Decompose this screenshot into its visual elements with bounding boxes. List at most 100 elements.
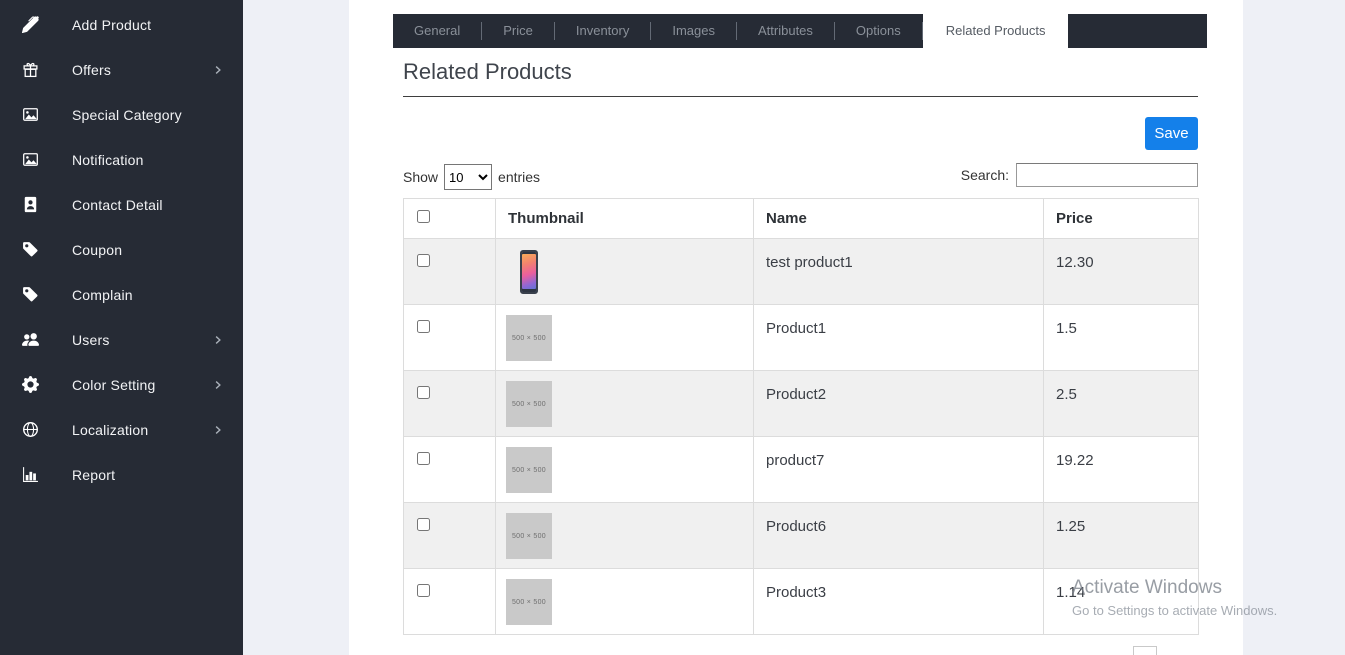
row-checkbox[interactable] <box>417 452 430 465</box>
chevron-right-icon <box>213 334 223 345</box>
sidebar-item-label: Offers <box>72 61 112 78</box>
row-checkbox-cell <box>403 568 496 635</box>
product-name: test product1 <box>753 238 1044 305</box>
row-checkbox-cell <box>403 502 496 569</box>
thumbnail-cell: 500 × 500 <box>495 502 754 569</box>
sidebar-item-report[interactable]: Report <box>0 452 243 497</box>
thumbnail-cell: 500 × 500 <box>495 436 754 503</box>
row-checkbox-cell <box>403 238 496 305</box>
product-price: 19.22 <box>1043 436 1199 503</box>
tab-price[interactable]: Price <box>503 23 533 38</box>
sidebar-item-color-setting[interactable]: Color Setting <box>0 362 243 407</box>
select-all-checkbox[interactable] <box>417 210 430 223</box>
page-size-select[interactable]: 10 <box>444 164 493 190</box>
tab-related-products[interactable]: Related Products <box>922 13 1069 50</box>
sidebar-item-complain[interactable]: Complain <box>0 272 243 317</box>
chevron-right-icon <box>213 64 223 75</box>
product-thumbnail-placeholder: 500 × 500 <box>506 513 552 559</box>
pagination-button-partial[interactable] <box>1133 646 1157 655</box>
phone-image <box>520 250 538 294</box>
image-icon <box>22 151 39 168</box>
placeholder-size-text: 500 × 500 <box>511 598 547 606</box>
row-checkbox-cell <box>403 304 496 371</box>
sidebar-item-label: Add Product <box>72 16 152 33</box>
placeholder-size-text: 500 × 500 <box>511 400 547 408</box>
sidebar-item-localization[interactable]: Localization <box>0 407 243 452</box>
page-title: Related Products <box>403 59 572 84</box>
sidebar-item-notification[interactable]: Notification <box>0 137 243 182</box>
row-checkbox[interactable] <box>417 386 430 399</box>
gear-icon <box>22 376 39 393</box>
tab-separator <box>833 22 835 40</box>
product-thumbnail-placeholder: 500 × 500 <box>506 447 552 493</box>
sidebar-item-label: Color Setting <box>72 376 156 393</box>
tab-separator <box>553 22 555 40</box>
tab-options[interactable]: Options <box>855 23 901 38</box>
tab-general[interactable]: General <box>414 23 461 38</box>
title-divider <box>403 96 1198 97</box>
users-icon <box>22 331 39 348</box>
sidebar-item-label: Report <box>72 466 116 483</box>
row-checkbox[interactable] <box>417 584 430 597</box>
table-row: 500 × 500 Product6 1.25 <box>403 502 1199 569</box>
col-header-name: Name <box>753 198 1044 239</box>
product-name: Product6 <box>753 502 1044 569</box>
tab-attributes[interactable]: Attributes <box>758 23 813 38</box>
table-row: 500 × 500 Product2 2.5 <box>403 370 1199 437</box>
tab-separator <box>481 22 483 40</box>
col-header-price: Price <box>1043 198 1199 239</box>
sidebar-item-label: Special Category <box>72 106 182 123</box>
content-panel: General Price Inventory Images Attributes Opt… <box>349 0 1243 655</box>
tab-bar: General Price Inventory Images Attributes Opt… <box>393 13 1207 50</box>
row-checkbox[interactable] <box>417 320 430 333</box>
chevron-right-icon <box>213 379 223 390</box>
product-price: 12.30 <box>1043 238 1199 305</box>
sidebar-item-add-product[interactable]: Add Product <box>0 2 243 47</box>
placeholder-size-text: 500 × 500 <box>511 532 547 540</box>
product-thumbnail-placeholder: 500 × 500 <box>506 315 552 361</box>
product-thumbnail-phone <box>506 249 552 295</box>
tab-images[interactable]: Images <box>672 23 715 38</box>
product-thumbnail-placeholder: 500 × 500 <box>506 381 552 427</box>
product-price: 1.25 <box>1043 502 1199 569</box>
select-all-cell <box>403 198 496 239</box>
product-name: Product1 <box>753 304 1044 371</box>
product-price: 2.5 <box>1043 370 1199 437</box>
placeholder-size-text: 500 × 500 <box>511 334 547 342</box>
globe-icon <box>22 421 39 438</box>
col-header-thumbnail: Thumbnail <box>495 198 754 239</box>
product-price: 1.14 <box>1043 568 1199 635</box>
save-button[interactable]: Save <box>1145 117 1198 150</box>
tag-icon <box>22 241 39 258</box>
tab-separator <box>650 22 652 40</box>
gift-icon <box>22 61 39 78</box>
page-length-control: Show 10 entries <box>403 164 540 190</box>
search-input[interactable] <box>1016 163 1198 187</box>
table-row: 500 × 500 Product1 1.5 <box>403 304 1199 371</box>
pen-icon <box>22 16 39 33</box>
row-checkbox[interactable] <box>417 518 430 531</box>
table-header-row: Thumbnail Name Price <box>403 198 1199 239</box>
thumbnail-cell <box>495 238 754 305</box>
sidebar-item-label: Users <box>72 331 110 348</box>
show-label: Show <box>403 169 439 185</box>
table-row: 500 × 500 product7 19.22 <box>403 436 1199 503</box>
sidebar-item-users[interactable]: Users <box>0 317 243 362</box>
search-control: Search: <box>961 163 1198 187</box>
tab-separator <box>921 22 923 40</box>
tab-inventory[interactable]: Inventory <box>575 23 630 38</box>
thumbnail-cell: 500 × 500 <box>495 304 754 371</box>
sidebar-item-special-category[interactable]: Special Category <box>0 92 243 137</box>
table-row: 500 × 500 Product3 1.14 <box>403 568 1199 635</box>
sidebar-item-offers[interactable]: Offers <box>0 47 243 92</box>
image-icon <box>22 106 39 123</box>
sidebar-item-coupon[interactable]: Coupon <box>0 227 243 272</box>
thumbnail-cell: 500 × 500 <box>495 370 754 437</box>
sidebar: Add Product Offers Special Category Noti… <box>0 0 243 655</box>
thumbnail-cell: 500 × 500 <box>495 568 754 635</box>
sidebar-item-contact-detail[interactable]: Contact Detail <box>0 182 243 227</box>
product-thumbnail-placeholder: 500 × 500 <box>506 579 552 625</box>
row-checkbox[interactable] <box>417 254 430 267</box>
placeholder-size-text: 500 × 500 <box>511 466 547 474</box>
sidebar-item-label: Notification <box>72 151 144 168</box>
